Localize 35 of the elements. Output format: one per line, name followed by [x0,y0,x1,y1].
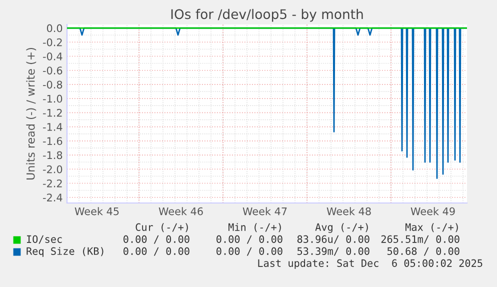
y-tick-label: 0.0 [46,24,62,32]
text: Min (-/+) [228,223,281,232]
text: 0.00 / 0.00 [124,247,190,256]
x-tick-label: Week 48 [326,207,371,216]
text: 0.00 / 0.00 [216,247,282,256]
x-tick-label: Week 49 [410,207,455,216]
legend-label: IO/sec [26,235,62,244]
y-tick-label: -0.8 [43,80,62,89]
y-tick-label: -0.2 [43,38,62,46]
y-tick-label: -2.0 [43,165,62,174]
x-tick-label: Week 45 [74,207,119,216]
y-tick-label: -1.4 [43,123,62,131]
chart-title: IOs for /dev/loop5 - by month [171,8,363,22]
text: 265.51m/ 0.00 [381,235,460,244]
text: 0.00 / 0.00 [216,235,282,244]
text: 50.68 / 0.00 [387,247,460,256]
text: Cur (-/+) [136,223,188,232]
x-tick-label: Week 46 [158,207,203,216]
y-tick-label: -1.6 [43,137,62,146]
y-tick-label: -0.4 [43,52,62,60]
text: 0.00 / 0.00 [124,235,190,244]
y-axis-title: Units read (-) / write (+) [26,48,36,180]
y-tick-label: -0.6 [43,66,62,74]
y-tick-label: -2.4 [43,194,62,202]
x-tick-label: Week 47 [242,207,287,216]
text: Avg (-/+) [315,223,368,233]
y-tick-label: -1.8 [43,151,62,160]
text: Max (-/+) [405,223,458,232]
y-tick-label: -1.2 [43,108,62,117]
legend-label: Req Size (KB) [26,247,104,257]
y-tick-label: -2.2 [43,179,62,188]
text: Last update: Sat Dec 6 05:00:02 2025 [258,259,482,269]
text: 53.39m/ 0.00 [297,247,370,256]
text: 83.96u/ 0.00 [297,235,370,244]
y-tick-label: -1.0 [43,94,62,103]
